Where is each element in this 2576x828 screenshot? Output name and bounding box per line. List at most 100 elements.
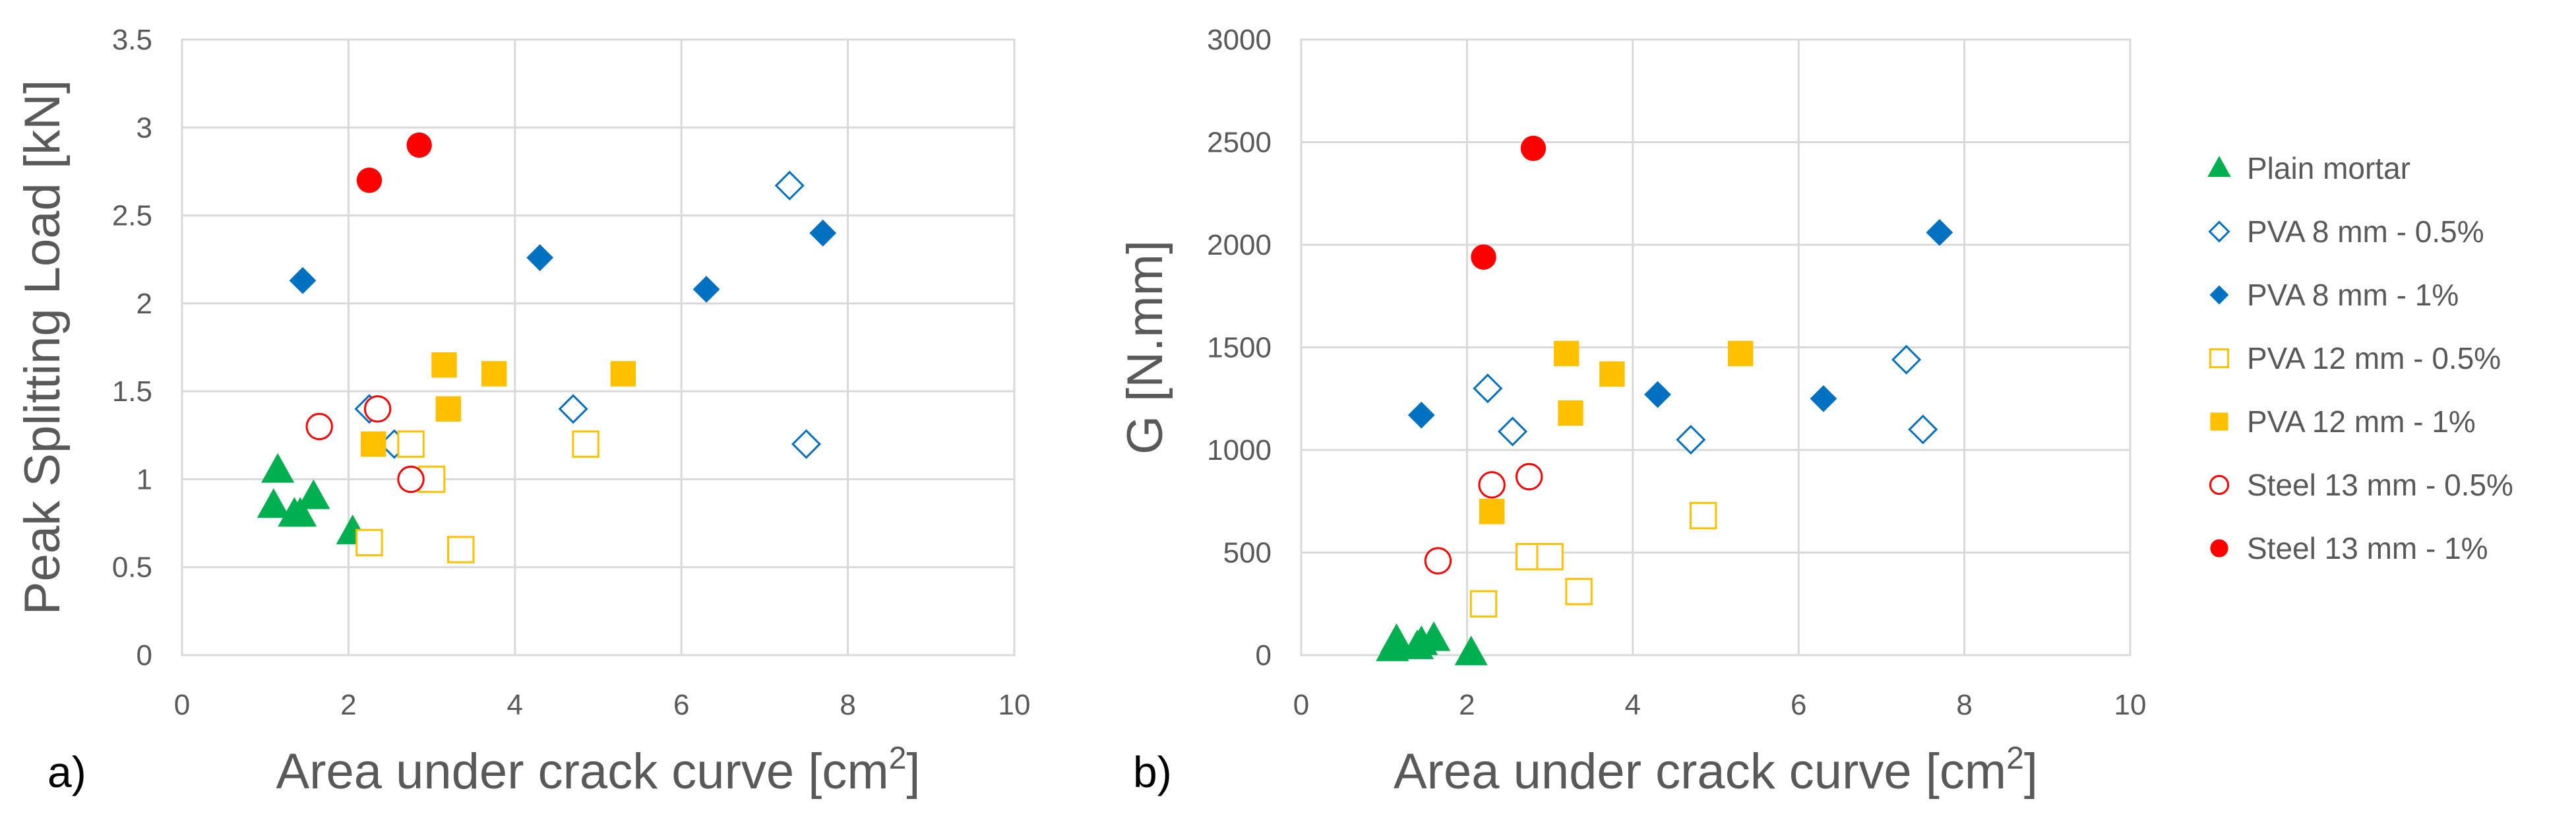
data-point-pva12_05: [1469, 590, 1498, 618]
data-point-pva8_1: [526, 244, 554, 271]
legend-marker-pva8_05: [2208, 220, 2230, 243]
data-point-steel_1: [1471, 244, 1496, 270]
y-tick-label: 1: [137, 463, 152, 495]
data-point-plain: [261, 453, 295, 483]
series-pva12_05: [1469, 501, 1717, 618]
legend-label: Steel 13 mm - 0.5%: [2247, 468, 2513, 502]
legend-item-steel_1: Steel 13 mm - 1%: [2210, 531, 2488, 565]
data-point-pva8_05: [1498, 416, 1528, 447]
series-pva12_1: [361, 352, 636, 457]
data-point-pva8_1: [289, 267, 317, 294]
y-axis-title: G [N.mm]: [1117, 240, 1173, 455]
legend-item-pva8_1: PVA 8 mm - 1%: [2209, 278, 2459, 312]
series-steel_05: [1424, 462, 1543, 575]
data-point-plain: [297, 479, 330, 509]
data-point-pva12_05: [397, 430, 425, 458]
data-point-pva12_1: [435, 396, 462, 422]
x-tick-label: 8: [1956, 689, 1972, 721]
y-axis-title: Peak Splitting Load [kN]: [15, 80, 71, 615]
data-point-pva12_1: [431, 352, 457, 378]
series-plain: [1376, 621, 1488, 666]
y-tick-label: 1000: [1207, 434, 1272, 466]
legend-marker-pva12_05: [2209, 348, 2230, 369]
legend-marker-steel_05: [2209, 474, 2230, 495]
series-steel_1: [1471, 135, 1547, 270]
x-tick-label: 10: [2114, 689, 2147, 721]
data-point-pva12_05: [447, 536, 475, 563]
series-steel_1: [356, 132, 432, 193]
data-point-steel_05: [1515, 462, 1543, 491]
legend-marker-pva8_1: [2209, 285, 2229, 305]
x-tick-label: 4: [507, 689, 523, 721]
legend-item-pva12_1: PVA 12 mm - 1%: [2210, 404, 2476, 439]
y-tick-label: 0.5: [112, 552, 152, 584]
y-tick-label: 500: [1223, 537, 1272, 569]
data-point-steel_05: [397, 465, 425, 494]
series-pva8_05: [1473, 344, 1938, 455]
series-pva12_1: [1479, 340, 1754, 525]
legend-marker-pva12_1: [2210, 412, 2228, 431]
x-tick-label: 4: [1625, 689, 1641, 721]
x-axis-title: Area under crack curve [cm2]: [1394, 741, 2038, 800]
data-point-plain: [1380, 623, 1413, 653]
panel-b-chart: 0 2 4 6 8 10 0 500 1000 1500 2000 2500 3000 Area unde…: [1117, 24, 2146, 800]
x-tick-label: 8: [840, 689, 855, 721]
data-point-pva8_05: [1908, 414, 1938, 445]
data-point-steel_05: [363, 395, 392, 423]
y-tick-label: 2.5: [112, 200, 152, 232]
data-point-pva12_1: [1728, 340, 1754, 367]
legend-marker-steel_1: [2210, 539, 2228, 557]
panel-b-label: b): [1133, 748, 1172, 796]
data-point-pva12_1: [1479, 499, 1505, 525]
data-point-pva8_05: [1891, 344, 1922, 375]
series-plain: [257, 453, 369, 544]
data-point-pva12_05: [1565, 577, 1593, 606]
x-tick-label: 0: [174, 689, 190, 721]
data-point-pva8_05: [1473, 373, 1503, 404]
data-point-pva12_05: [355, 528, 383, 557]
x-tick-label: 6: [1791, 689, 1806, 721]
data-point-pva12_1: [1599, 361, 1625, 387]
legend-item-steel_05: Steel 13 mm - 0.5%: [2209, 468, 2513, 502]
legend: Plain mortar PVA 8 mm - 0.5% PVA 8 mm - 1%…: [2207, 151, 2513, 565]
legend-label: PVA 12 mm - 0.5%: [2247, 341, 2501, 375]
y-tick-label: 0: [137, 639, 152, 672]
y-tick-label: 0: [1256, 639, 1272, 672]
data-point-plain: [1454, 635, 1488, 666]
legend-marker-plain: [2207, 156, 2231, 177]
x-tick-label: 10: [998, 689, 1031, 721]
legend-label: PVA 8 mm - 0.5%: [2247, 214, 2484, 249]
data-point-pva12_05: [572, 430, 599, 458]
data-point-pva12_1: [1554, 340, 1579, 367]
legend-label: PVA 12 mm - 1%: [2247, 404, 2476, 439]
y-tick-label: 2500: [1207, 127, 1272, 159]
data-point-pva8_1: [1407, 401, 1435, 429]
data-point-steel_05: [305, 412, 333, 441]
panel-a-chart: 0 2 4 6 8 10 0 0.5 1 1.5 2 2.5 3 3.5 Area under crack …: [15, 24, 1030, 800]
legend-label: Plain mortar: [2247, 151, 2410, 185]
series-steel_05: [305, 395, 425, 494]
legend-item-pva8_05: PVA 8 mm - 0.5%: [2208, 214, 2484, 249]
data-point-pva12_1: [481, 361, 507, 387]
data-point-steel_1: [356, 168, 383, 193]
data-point-pva8_05: [774, 170, 805, 201]
data-point-pva8_1: [1810, 385, 1837, 412]
x-tick-label: 6: [673, 689, 689, 721]
series-pva12_05: [355, 430, 599, 563]
data-point-steel_1: [406, 132, 432, 158]
data-point-plain: [284, 497, 317, 527]
y-tick-label: 3000: [1207, 24, 1272, 56]
y-tick-label: 3: [137, 111, 152, 144]
data-point-pva8_1: [1926, 218, 1953, 246]
data-point-pva8_1: [809, 219, 837, 247]
y-tick-label: 1.5: [112, 375, 152, 408]
data-point-plain: [257, 488, 290, 518]
legend-label: Steel 13 mm - 1%: [2247, 531, 2488, 565]
data-point-pva12_05: [1536, 543, 1564, 571]
data-point-pva12_05: [1689, 501, 1717, 530]
data-point-pva8_1: [692, 276, 720, 303]
x-tick-label: 2: [1459, 689, 1475, 721]
legend-item-plain: Plain mortar: [2207, 151, 2410, 185]
series-pva8_1: [1407, 218, 1953, 429]
